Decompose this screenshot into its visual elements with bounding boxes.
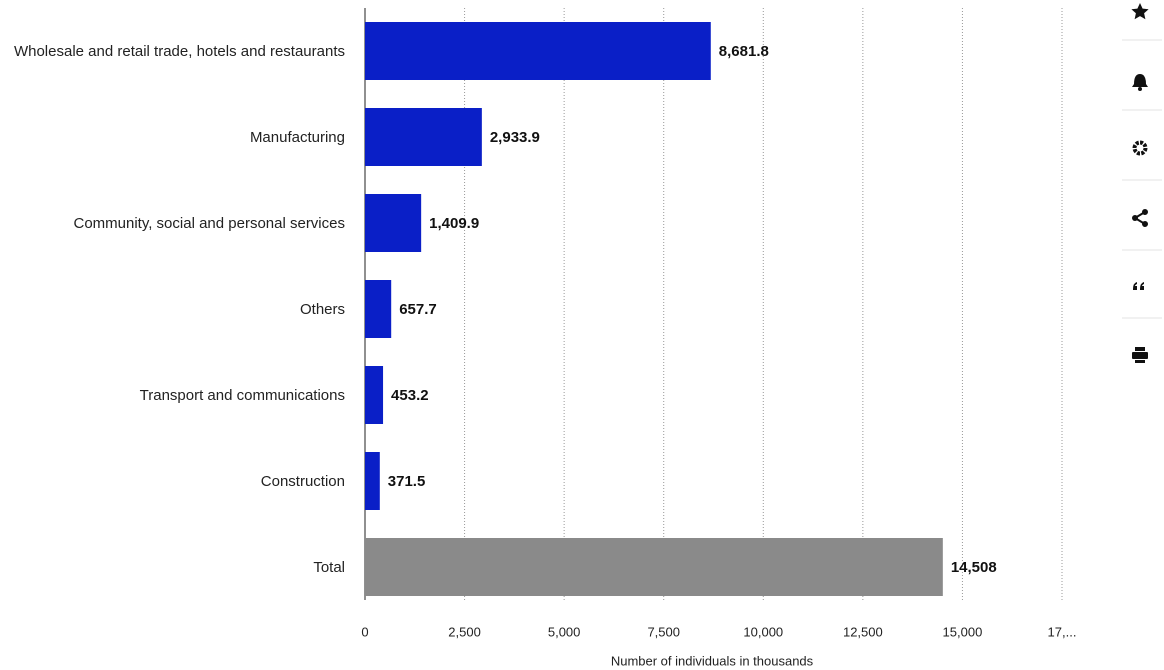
category-label: Wholesale and retail trade, hotels and r… (13, 43, 345, 60)
value-label: 1,409.9 (429, 215, 479, 232)
x-tick-label: 0 (361, 624, 368, 639)
x-tick-label: 17,... (1048, 624, 1077, 639)
bar (365, 366, 384, 424)
cite-button[interactable] (1133, 282, 1144, 290)
bar (365, 22, 711, 80)
value-label: 371.5 (388, 473, 426, 490)
favorite-button[interactable] (1131, 3, 1149, 20)
x-tick-label: 7,500 (647, 624, 680, 639)
bar (365, 194, 422, 252)
settings-button[interactable] (1132, 140, 1148, 156)
bar (365, 538, 943, 596)
value-label: 8,681.8 (719, 43, 769, 60)
category-label: Total (313, 559, 345, 576)
category-label: Community, social and personal services (73, 215, 345, 232)
share-button[interactable] (1132, 209, 1148, 227)
value-label: 657.7 (399, 301, 437, 318)
category-label: Manufacturing (249, 129, 345, 146)
x-tick-label: 10,000 (743, 624, 783, 639)
x-tick-label: 12,500 (843, 624, 883, 639)
category-label: Construction (260, 473, 345, 490)
x-tick-label: 15,000 (943, 624, 983, 639)
print-button[interactable] (1132, 347, 1148, 363)
x-tick-label: 2,500 (448, 624, 481, 639)
category-label: Transport and communications (139, 387, 345, 404)
notification-button[interactable] (1132, 74, 1148, 91)
value-label: 2,933.9 (490, 129, 540, 146)
value-label: 453.2 (391, 387, 429, 404)
x-tick-label: 5,000 (548, 624, 581, 639)
bar (365, 108, 482, 166)
value-label: 14,508 (951, 559, 997, 576)
bar (365, 452, 380, 510)
sidebar (1122, 3, 1162, 363)
bar (365, 280, 392, 338)
category-label: Others (299, 301, 345, 318)
x-axis-title: Number of individuals in thousands (611, 653, 814, 668)
